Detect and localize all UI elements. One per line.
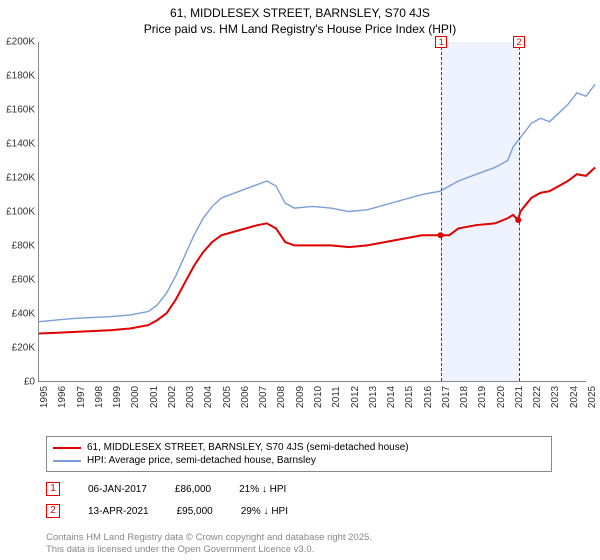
y-tick-label: £120K xyxy=(6,173,35,184)
chart-title-line1: 61, MIDDLESEX STREET, BARNSLEY, S70 4JS xyxy=(0,0,600,20)
legend-swatch-hpi xyxy=(53,460,81,462)
x-tick-label: 2008 xyxy=(276,386,287,408)
x-tick-label: 1995 xyxy=(39,386,50,408)
y-tick-label: £0 xyxy=(24,377,35,388)
sale-marker-2: 2 xyxy=(46,504,60,518)
y-tick-label: £60K xyxy=(12,275,35,286)
x-tick-label: 2017 xyxy=(441,386,452,408)
y-tick-label: £180K xyxy=(6,71,35,82)
y-tick-label: £200K xyxy=(6,37,35,48)
y-tick-label: £100K xyxy=(6,207,35,218)
x-tick-label: 1998 xyxy=(94,386,105,408)
marker-box: 2 xyxy=(513,36,525,48)
legend-row-hpi: HPI: Average price, semi-detached house,… xyxy=(53,454,545,467)
chart-lines-svg xyxy=(39,42,586,381)
sale-diff-1: 21% ↓ HPI xyxy=(239,484,286,495)
x-tick-label: 2023 xyxy=(550,386,561,408)
legend-label-hpi: HPI: Average price, semi-detached house,… xyxy=(87,455,316,466)
x-tick-label: 1999 xyxy=(112,386,123,408)
chart-title-line2: Price paid vs. HM Land Registry's House … xyxy=(0,20,600,36)
x-tick-label: 2000 xyxy=(130,386,141,408)
legend-box: 61, MIDDLESEX STREET, BARNSLEY, S70 4JS … xyxy=(46,436,552,472)
sale-diff-2: 29% ↓ HPI xyxy=(241,506,288,517)
y-tick-label: £80K xyxy=(12,241,35,252)
marker-line xyxy=(519,42,520,381)
x-tick-label: 2011 xyxy=(331,386,342,408)
footer-line2: This data is licensed under the Open Gov… xyxy=(46,544,372,556)
series-hpi xyxy=(39,84,595,321)
x-tick-label: 2006 xyxy=(240,386,251,408)
sale-date-2: 13-APR-2021 xyxy=(88,506,149,517)
chart-area: £0£20K£40K£60K£80K£100K£120K£140K£160K£1… xyxy=(38,42,586,402)
sale-date-1: 06-JAN-2017 xyxy=(88,484,147,495)
series-price_paid xyxy=(39,167,595,333)
sale-price-1: £86,000 xyxy=(175,484,211,495)
x-tick-label: 2025 xyxy=(587,386,598,408)
x-tick-label: 2009 xyxy=(295,386,306,408)
marker-line xyxy=(441,42,442,381)
x-tick-label: 2021 xyxy=(514,386,525,408)
x-tick-label: 2003 xyxy=(185,386,196,408)
sale-price-2: £95,000 xyxy=(177,506,213,517)
y-tick-label: £160K xyxy=(6,105,35,116)
x-tick-label: 2019 xyxy=(477,386,488,408)
x-tick-label: 1997 xyxy=(76,386,87,408)
y-tick-label: £40K xyxy=(12,309,35,320)
x-tick-label: 2012 xyxy=(350,386,361,408)
x-tick-label: 2015 xyxy=(404,386,415,408)
sale-row-1: 1 06-JAN-2017 £86,000 21% ↓ HPI xyxy=(46,482,286,496)
x-tick-label: 2001 xyxy=(149,386,160,408)
marker-box: 1 xyxy=(435,36,447,48)
plot-area: £0£20K£40K£60K£80K£100K£120K£140K£160K£1… xyxy=(38,42,586,382)
x-tick-label: 2018 xyxy=(459,386,470,408)
x-tick-label: 2002 xyxy=(167,386,178,408)
y-tick-label: £140K xyxy=(6,139,35,150)
footer-line1: Contains HM Land Registry data © Crown c… xyxy=(46,532,372,544)
sale-row-2: 2 13-APR-2021 £95,000 29% ↓ HPI xyxy=(46,504,288,518)
x-tick-label: 2020 xyxy=(496,386,507,408)
x-tick-label: 2005 xyxy=(222,386,233,408)
x-tick-label: 2013 xyxy=(368,386,379,408)
legend-label-price: 61, MIDDLESEX STREET, BARNSLEY, S70 4JS … xyxy=(87,442,409,453)
x-tick-label: 2007 xyxy=(258,386,269,408)
y-tick-label: £20K xyxy=(12,343,35,354)
x-tick-label: 2024 xyxy=(569,386,580,408)
footer-attribution: Contains HM Land Registry data © Crown c… xyxy=(46,532,372,556)
sale-marker-1: 1 xyxy=(46,482,60,496)
x-tick-label: 2022 xyxy=(532,386,543,408)
x-tick-label: 1996 xyxy=(57,386,68,408)
legend-swatch-price xyxy=(53,447,81,449)
x-tick-label: 2010 xyxy=(313,386,324,408)
legend-row-price: 61, MIDDLESEX STREET, BARNSLEY, S70 4JS … xyxy=(53,441,545,454)
x-tick-label: 2014 xyxy=(386,386,397,408)
x-tick-label: 2004 xyxy=(203,386,214,408)
x-tick-label: 2016 xyxy=(423,386,434,408)
